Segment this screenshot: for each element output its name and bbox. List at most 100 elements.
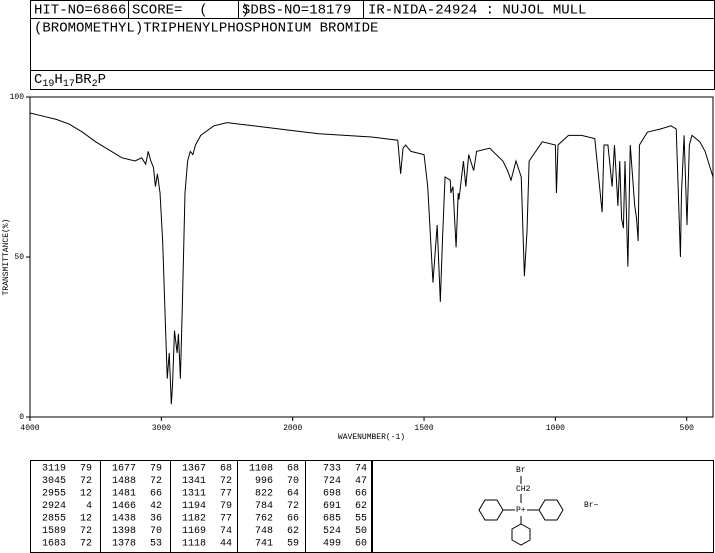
peak-transmittance: 79 [80, 464, 92, 475]
peak-wavenumber: 3119 [42, 464, 66, 475]
peak-wavenumber: 1367 [182, 464, 206, 475]
peak-transmittance: 42 [150, 501, 162, 512]
structure-label: CH2 [516, 485, 531, 494]
formula-element: H [54, 72, 62, 88]
peak-transmittance: 77 [220, 514, 232, 525]
peak-transmittance: 68 [287, 464, 299, 475]
peak-transmittance: 12 [80, 489, 92, 500]
peak-transmittance: 60 [355, 539, 367, 550]
sdbs-no: SDBS-NO=18179 [242, 3, 351, 19]
peak-wavenumber: 996 [255, 476, 273, 487]
peak-wavenumber: 741 [255, 539, 273, 550]
formula-element: C [34, 72, 42, 88]
formula-element: BR [75, 72, 92, 88]
peak-wavenumber: 1378 [112, 539, 136, 550]
plot-frame [29, 96, 714, 418]
peak-transmittance: 77 [220, 489, 232, 500]
peak-transmittance: 62 [287, 526, 299, 537]
peak-transmittance: 44 [220, 539, 232, 550]
score: SCORE= ( ) [132, 3, 250, 19]
peak-wavenumber: 784 [255, 501, 273, 512]
peak-wavenumber: 3045 [42, 476, 66, 487]
peak-wavenumber: 748 [255, 526, 273, 537]
peak-wavenumber: 2924 [42, 501, 66, 512]
compound-name: (BROMOMETHYL)TRIPHENYLPHOSPHONIUM BROMID… [34, 21, 378, 37]
peak-transmittance: 74 [355, 464, 367, 475]
peak-wavenumber: 499 [323, 539, 341, 550]
hit-no: HIT-NO=6866 [34, 3, 126, 19]
x-tick-label: 1500 [414, 424, 433, 433]
peak-transmittance: 47 [355, 476, 367, 487]
formula-element: P [98, 72, 106, 88]
peak-wavenumber: 1683 [42, 539, 66, 550]
peak-wavenumber: 1677 [112, 464, 136, 475]
formula-subscript: 17 [63, 79, 75, 90]
spectrum-line [29, 112, 714, 405]
formula-subscript: 19 [42, 79, 54, 90]
peak-transmittance: 12 [80, 514, 92, 525]
peak-transmittance: 72 [80, 526, 92, 537]
peak-transmittance: 53 [150, 539, 162, 550]
peak-transmittance: 66 [287, 514, 299, 525]
peak-transmittance: 66 [150, 489, 162, 500]
y-axis-label: TRANSMITTANCE(%) [2, 219, 11, 296]
formula: C19H17BR2P [34, 72, 106, 90]
peak-transmittance: 79 [150, 464, 162, 475]
peak-wavenumber: 724 [323, 476, 341, 487]
peak-transmittance: 72 [80, 476, 92, 487]
peak-wavenumber: 1488 [112, 476, 136, 487]
structure-label: P+ [516, 506, 526, 515]
peak-wavenumber: 1118 [182, 539, 206, 550]
structure [478, 476, 564, 546]
x-tick-label: 500 [680, 424, 695, 433]
peak-transmittance: 36 [150, 514, 162, 525]
formula-box [30, 70, 715, 90]
peak-wavenumber: 691 [323, 501, 341, 512]
peak-wavenumber: 685 [323, 514, 341, 525]
peak-transmittance: 70 [287, 476, 299, 487]
x-tick-label: 3000 [152, 424, 171, 433]
y-tick-label: 100 [10, 93, 25, 102]
peak-transmittance: 50 [355, 526, 367, 537]
peak-wavenumber: 1466 [112, 501, 136, 512]
peak-transmittance: 66 [355, 489, 367, 500]
x-tick-label: 1000 [546, 424, 565, 433]
peak-wavenumber: 1341 [182, 476, 206, 487]
peak-transmittance: 72 [220, 476, 232, 487]
peak-wavenumber: 733 [323, 464, 341, 475]
formula-subscript: 2 [92, 79, 98, 90]
peak-transmittance: 55 [355, 514, 367, 525]
structure-label: Br [516, 466, 526, 475]
peak-transmittance: 72 [287, 501, 299, 512]
method: IR-NIDA-24924 : NUJOL MULL [368, 3, 586, 19]
peak-transmittance: 70 [150, 526, 162, 537]
peak-wavenumber: 1311 [182, 489, 206, 500]
peak-wavenumber: 1438 [112, 514, 136, 525]
peak-wavenumber: 1481 [112, 489, 136, 500]
peak-wavenumber: 1589 [42, 526, 66, 537]
peak-transmittance: 72 [80, 539, 92, 550]
peak-wavenumber: 1194 [182, 501, 206, 512]
peak-wavenumber: 1182 [182, 514, 206, 525]
y-tick-label: 0 [19, 413, 24, 422]
x-tick-label: 4000 [20, 424, 39, 433]
peak-wavenumber: 524 [323, 526, 341, 537]
structure-box [372, 460, 714, 553]
peak-wavenumber: 698 [323, 489, 341, 500]
peak-wavenumber: 2955 [42, 489, 66, 500]
peak-transmittance: 62 [355, 501, 367, 512]
peak-transmittance: 68 [220, 464, 232, 475]
peak-transmittance: 4 [86, 501, 92, 512]
x-axis-label: WAVENUMBER(-1) [338, 433, 405, 442]
peak-wavenumber: 1398 [112, 526, 136, 537]
peak-wavenumber: 762 [255, 514, 273, 525]
peak-wavenumber: 1169 [182, 526, 206, 537]
y-tick-label: 50 [14, 253, 24, 262]
structure-label: Br− [584, 501, 599, 510]
peak-wavenumber: 2855 [42, 514, 66, 525]
peak-wavenumber: 1108 [249, 464, 273, 475]
peak-wavenumber: 822 [255, 489, 273, 500]
peak-transmittance: 64 [287, 489, 299, 500]
x-tick-label: 2000 [283, 424, 302, 433]
